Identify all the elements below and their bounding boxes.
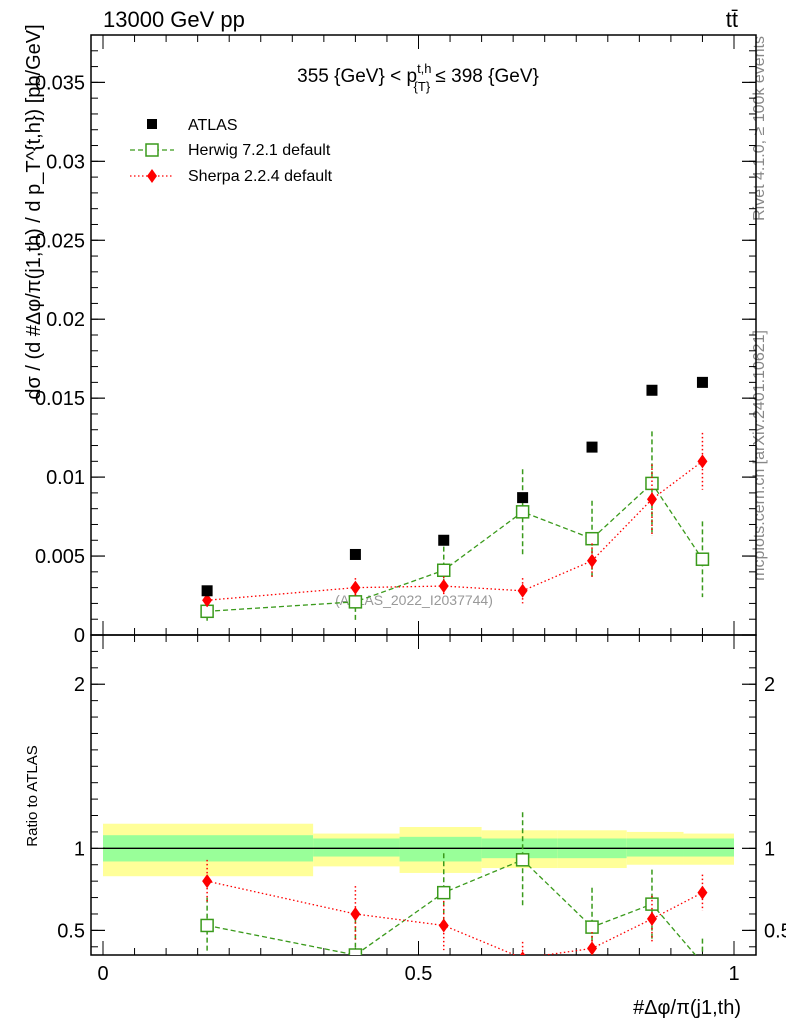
main-data-layer [200,376,710,621]
sherpa-main-point [438,579,449,594]
herwig-ratio-point [436,885,451,900]
legend-sherpa-label: Sherpa 2.2.4 default [188,168,333,185]
atlas-main-point [586,441,598,453]
ratio-y-tick-label: 2 [74,674,85,696]
ratio-y-tick-label: 0.5 [57,920,85,942]
x-tick-label: 0.5 [405,963,433,985]
herwig-ratio-point [696,957,708,969]
main-y-tick-label: 0.015 [35,388,85,410]
herwig-ratio-point [515,853,530,867]
ratio-uncertainty-bands [103,823,734,877]
sherpa-ratio-line [206,880,703,955]
atlas-main-point [646,384,658,396]
legend-atlas-marker [147,119,157,129]
atlas-main-point [201,585,213,597]
main-y-tick-label: 0.005 [35,546,85,568]
ratio-y-tick-label-right: 2 [764,674,775,696]
sherpa-main-point [202,593,213,608]
x-axis-label: #Δφ/π(j1,th) [633,997,741,1019]
main-chart-title: 355 {GeV} < pt,h {T} ≤ 398 {GeV} [297,61,539,94]
sherpa-main-point [646,492,657,507]
atlas-main-point [438,534,450,546]
legend-atlas-label: ATLAS [188,117,238,134]
legend-herwig-label: Herwig 7.2.1 default [188,142,331,159]
sherpa-ratio-point [697,885,708,900]
herwig-main-point [695,552,710,566]
ratio-y-tick-label-right: 0.5 [764,920,786,942]
legend-sherpa-marker [147,169,157,183]
herwig-main-point [436,563,451,578]
herwig-ratio-point [585,920,599,934]
process-label: tt̄ [726,7,738,32]
atlas-main-point [696,376,708,388]
energy-label: 13000 GeV pp [103,7,245,32]
ratio-y-tick-label: 1 [74,838,85,860]
main-y-label: dσ / (d #Δφ/π(j1,th) / d p_T^{t,h}) [pb/… [23,24,45,399]
sherpa-main-point [697,454,708,469]
ratio-y-tick-label-right: 1 [764,838,775,860]
herwig-ratio-point [200,918,214,933]
sherpa-ratio-point [646,911,657,926]
herwig-main-point [348,595,363,609]
ratio-inner-band [626,838,684,857]
main-y-tick-label: 0.025 [35,230,85,252]
sherpa-main-point [587,553,598,568]
ratio-inner-band [683,838,734,857]
sherpa-ratio-point [202,874,213,889]
x-tick-label: 0 [97,963,108,985]
main-y-tick-label: 0.01 [46,467,85,489]
herwig-main-point [515,505,530,519]
legend: ATLAS Herwig 7.2.1 default Sherpa 2.2.4 … [130,117,333,185]
herwig-main-point [645,476,659,491]
main-y-tick-label: 0.035 [35,72,85,94]
main-y-tick-label: 0 [74,625,85,647]
atlas-main-point [349,548,361,560]
sherpa-main-line [207,460,703,601]
main-axis-ticks: 0 0.005 0.01 0.015 0.02 0.025 0.03 0.035 [35,35,756,647]
sherpa-ratio-point [587,941,598,955]
sherpa-ratio-point [519,951,526,955]
herwig-ratio-point [348,948,363,955]
main-y-tick-label: 0.02 [46,309,85,331]
legend-herwig-marker [145,143,159,157]
analysis-watermark: (ATLAS_2022_I2037744) [335,592,493,608]
sherpa-main-point [350,580,361,595]
ratio-axis-ticks: 0.5 0.5 1 1 2 2 0 0.5 1 [57,635,786,985]
ratio-data-layer [200,812,708,969]
ratio-inner-band [399,836,482,862]
herwig-main-point [585,531,599,546]
x-tick-label: 1 [728,963,739,985]
ratio-inner-band [313,838,400,857]
sherpa-ratio-point [350,906,361,921]
atlas-main-point [517,492,529,504]
sherpa-main-point [517,583,528,598]
ratio-y-label: Ratio to ATLAS [24,745,41,846]
sherpa-ratio-point [438,918,449,933]
ratio-panel-frame [90,634,757,956]
main-y-tick-label: 0.03 [46,151,85,173]
side-mcplots-label: mcplots.cern.ch [arXiv:2401.10621] [751,330,768,581]
